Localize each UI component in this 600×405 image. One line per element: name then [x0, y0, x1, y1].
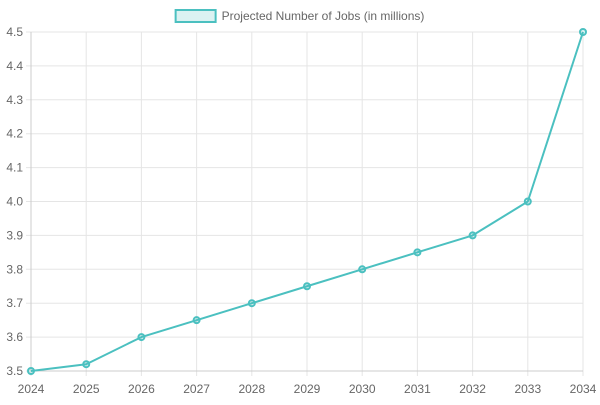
series-lines [30, 31, 584, 372]
y-tick-label: 3.9 [6, 228, 23, 242]
y-tick-label: 4.2 [6, 127, 23, 141]
data-point[interactable] [137, 333, 146, 342]
data-point[interactable] [27, 367, 35, 375]
data-point[interactable] [82, 360, 91, 369]
x-tick-label: 2028 [238, 382, 265, 396]
x-tick-label: 2029 [294, 382, 321, 396]
data-point[interactable] [358, 265, 367, 274]
legend-label[interactable]: Projected Number of Jobs (in millions) [222, 9, 425, 23]
x-tick-label: 2030 [349, 382, 376, 396]
grid-lines [26, 31, 584, 376]
data-point[interactable] [192, 316, 201, 325]
x-axis-tick-labels: 2024 2025 2026 2027 2028 2029 2030 2031 2032 2033… [18, 382, 597, 396]
data-point[interactable] [579, 28, 587, 36]
y-tick-label: 3.6 [6, 330, 23, 344]
y-tick-label: 3.5 [6, 364, 23, 378]
data-point[interactable] [413, 248, 422, 257]
y-tick-label: 4.3 [6, 93, 23, 107]
data-points [27, 28, 587, 375]
x-tick-label: 2033 [514, 382, 541, 396]
data-point[interactable] [523, 197, 532, 206]
axes [30, 32, 583, 372]
y-tick-label: 4.1 [6, 161, 23, 175]
series-line [30, 31, 584, 372]
data-point[interactable] [247, 299, 256, 308]
y-tick-label: 4.4 [6, 59, 23, 73]
y-axis-tick-labels: 3.5 3.6 3.7 3.8 3.9 4.0 4.1 4.2 4.3 4.4 4.5 [6, 25, 23, 378]
data-point[interactable] [468, 231, 477, 240]
x-tick-label: 2027 [183, 382, 210, 396]
x-tick-label: 2026 [128, 382, 155, 396]
y-tick-label: 3.8 [6, 262, 23, 276]
x-tick-label: 2031 [404, 382, 431, 396]
x-tick-label: 2025 [73, 382, 100, 396]
x-tick-label: 2032 [459, 382, 486, 396]
x-tick-label: 2034 [570, 382, 597, 396]
y-tick-label: 4.5 [6, 25, 23, 39]
y-tick-label: 4.0 [6, 195, 23, 209]
legend-swatch[interactable] [174, 9, 217, 23]
data-point[interactable] [303, 282, 311, 291]
legend[interactable]: Projected Number of Jobs (in millions) [174, 9, 425, 23]
y-tick-label: 3.7 [6, 296, 23, 310]
x-tick-label: 2024 [18, 382, 45, 396]
